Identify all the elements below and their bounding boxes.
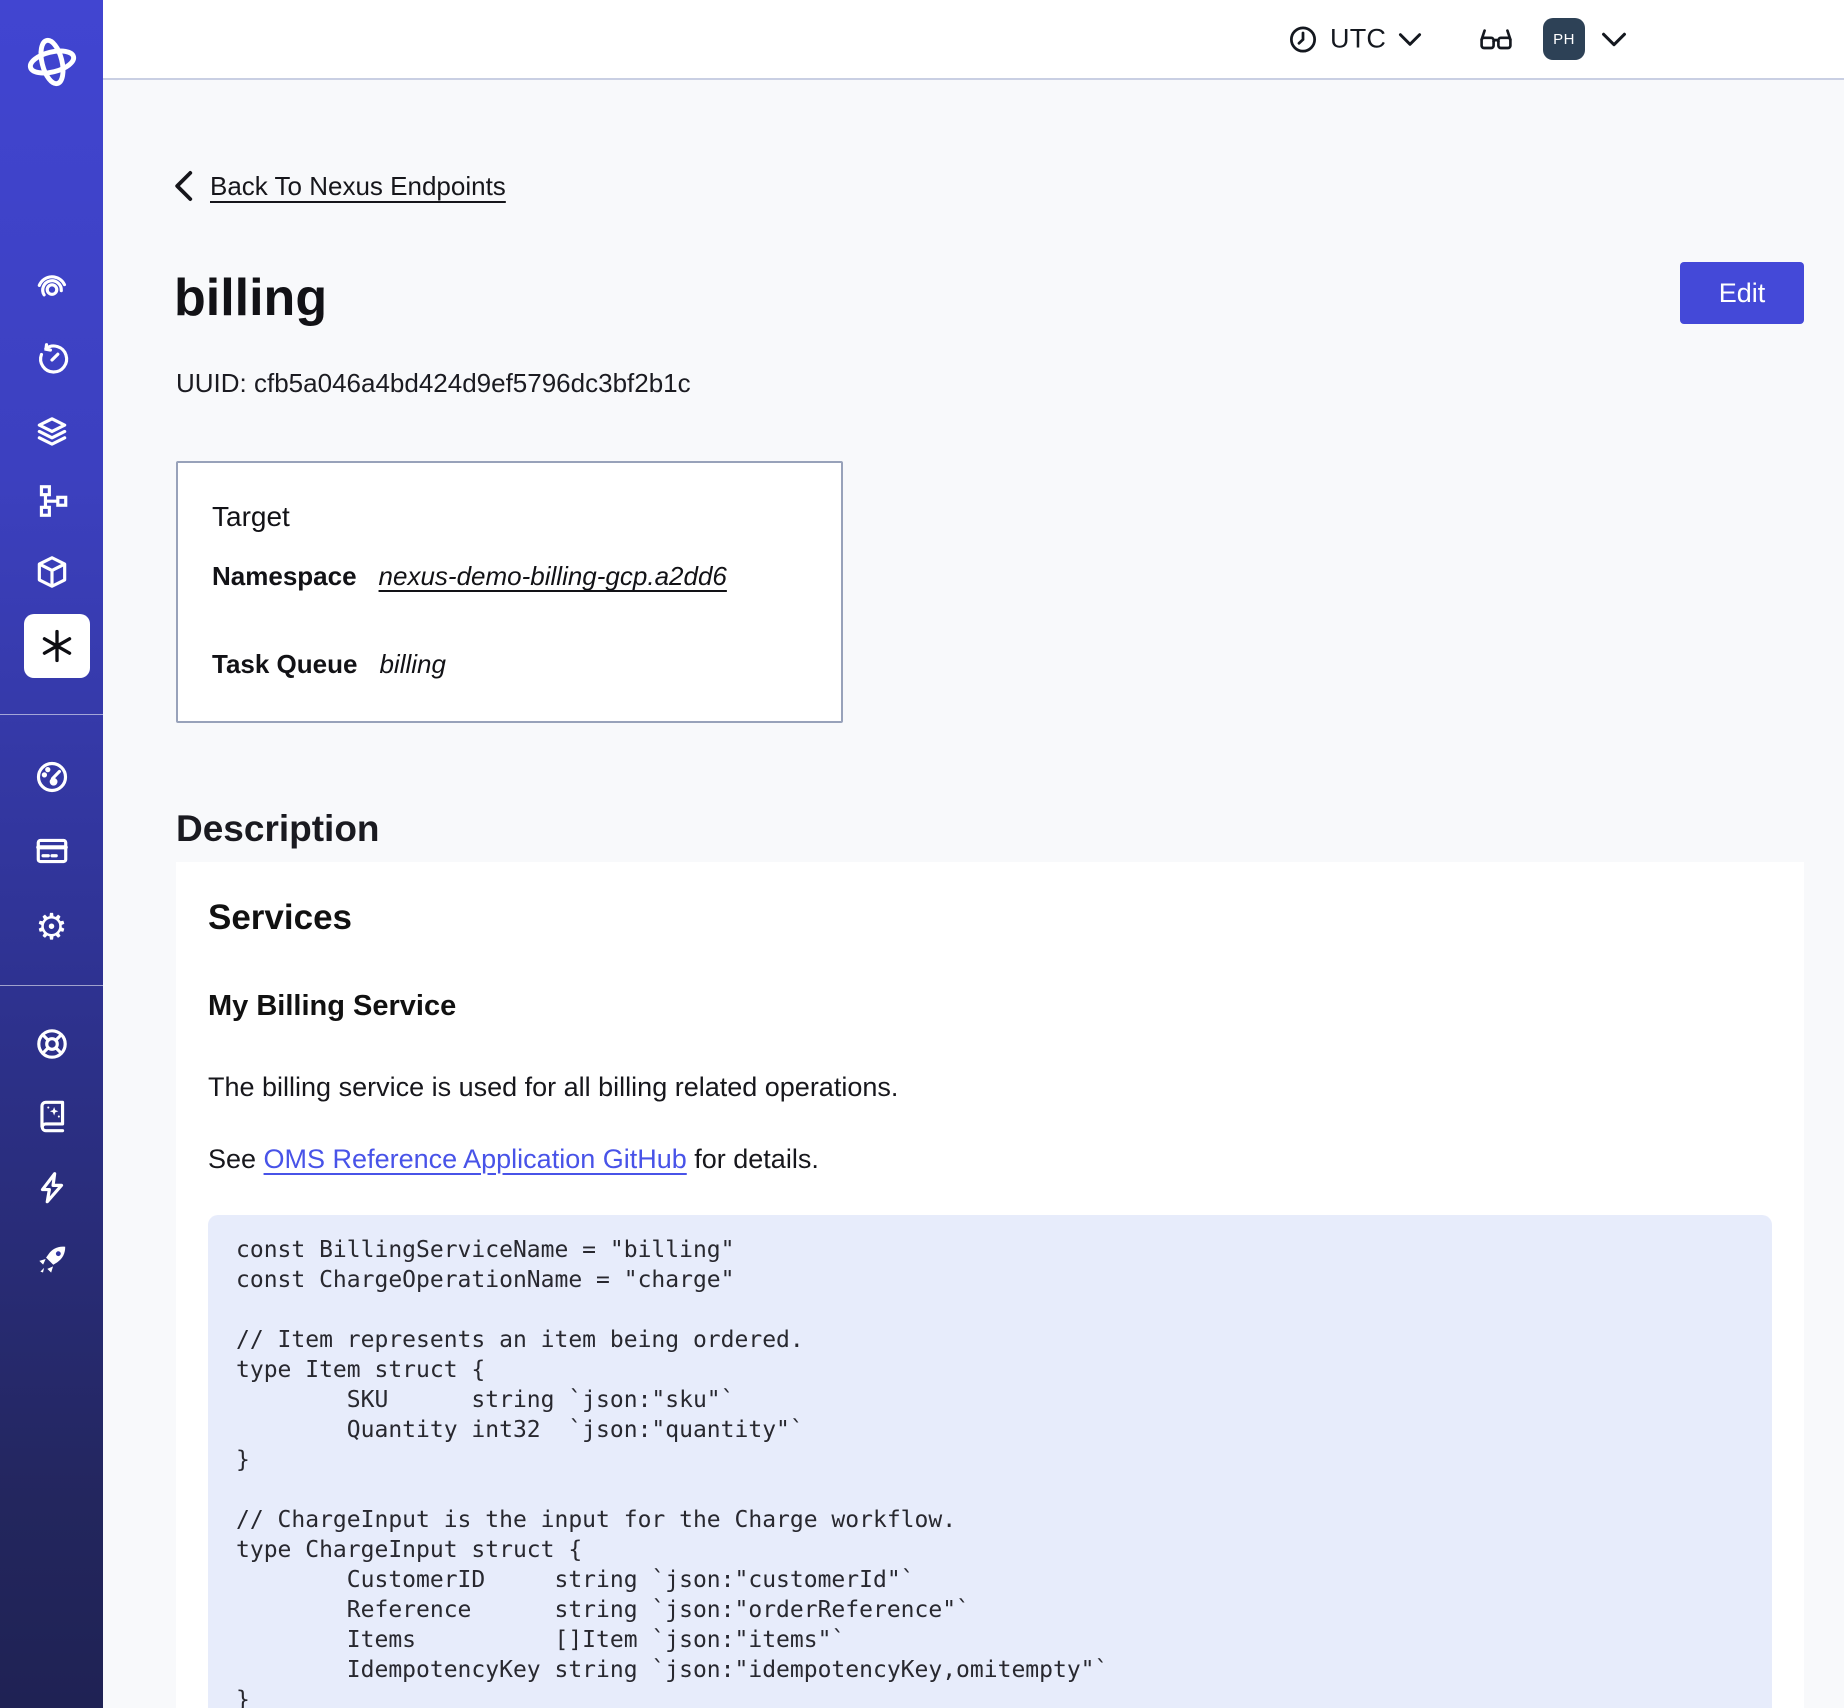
batch-icon[interactable] bbox=[33, 413, 71, 451]
sidebar-divider bbox=[0, 714, 103, 715]
task-queue-label: Task Queue bbox=[212, 649, 358, 679]
support-icon[interactable] bbox=[33, 1025, 71, 1063]
avatar[interactable]: PH bbox=[1543, 18, 1585, 60]
nexus-icon[interactable] bbox=[24, 614, 90, 678]
chevron-down-icon bbox=[1399, 32, 1422, 46]
timezone-switcher[interactable]: UTC bbox=[1288, 24, 1422, 55]
sidebar: ⚙ bbox=[0, 0, 103, 1708]
oms-github-link[interactable]: OMS Reference Application GitHub bbox=[263, 1144, 687, 1174]
see-details-line: See OMS Reference Application GitHub for… bbox=[208, 1144, 819, 1175]
back-to-nexus-endpoints-link[interactable]: Back To Nexus Endpoints bbox=[172, 170, 506, 202]
service-name-heading: My Billing Service bbox=[208, 990, 457, 1022]
task-queue-row: Task Queue billing bbox=[212, 649, 446, 680]
back-link-label: Back To Nexus Endpoints bbox=[210, 170, 506, 201]
target-card: Target Namespace nexus-demo-billing-gcp.… bbox=[176, 461, 843, 723]
usage-icon[interactable] bbox=[33, 758, 71, 796]
timezone-label: UTC bbox=[1330, 23, 1387, 54]
task-queue-value: billing bbox=[379, 649, 446, 679]
chevron-down-icon bbox=[1602, 32, 1626, 46]
namespace-link[interactable]: nexus-demo-billing-gcp.a2dd6 bbox=[378, 561, 727, 591]
schedules-icon[interactable] bbox=[33, 341, 71, 379]
namespace-label: Namespace bbox=[212, 561, 357, 591]
target-card-title: Target bbox=[212, 501, 290, 532]
see-prefix: See bbox=[208, 1144, 264, 1174]
gear-glyph: ⚙ bbox=[35, 907, 68, 948]
page-title: billing bbox=[174, 269, 328, 327]
temporal-logo[interactable] bbox=[24, 34, 80, 90]
code-block: const BillingServiceName = "billing" con… bbox=[208, 1215, 1772, 1708]
workflows-icon[interactable] bbox=[33, 269, 71, 307]
description-card: Services My Billing Service The billing … bbox=[176, 862, 1804, 1708]
namespace-row: Namespace nexus-demo-billing-gcp.a2dd6 bbox=[212, 561, 727, 592]
data-converter-button[interactable] bbox=[1478, 24, 1514, 54]
deployments-icon[interactable] bbox=[33, 553, 71, 591]
uuid-line: UUID: cfb5a046a4bd424d9ef5796dc3bf2b1c bbox=[176, 368, 691, 398]
relationships-icon[interactable] bbox=[33, 482, 71, 520]
services-heading: Services bbox=[208, 898, 353, 937]
service-code: const BillingServiceName = "billing" con… bbox=[236, 1237, 1109, 1708]
feedback-icon[interactable] bbox=[33, 1169, 71, 1207]
chevron-left-icon bbox=[175, 171, 193, 201]
settings-icon[interactable]: ⚙ bbox=[33, 909, 71, 947]
clock-icon bbox=[1289, 25, 1317, 53]
sidebar-divider bbox=[0, 985, 103, 986]
user-menu[interactable]: PH bbox=[1543, 18, 1627, 60]
edit-button[interactable]: Edit bbox=[1680, 262, 1804, 324]
getting-started-icon[interactable] bbox=[33, 1241, 71, 1279]
billing-icon[interactable] bbox=[33, 832, 71, 870]
top-bar: UTC PH bbox=[103, 0, 1844, 80]
glasses-icon bbox=[1480, 29, 1512, 50]
docs-icon[interactable] bbox=[33, 1097, 71, 1135]
description-heading: Description bbox=[176, 808, 380, 849]
see-suffix: for details. bbox=[686, 1144, 819, 1174]
service-description: The billing service is used for all bill… bbox=[208, 1072, 899, 1102]
